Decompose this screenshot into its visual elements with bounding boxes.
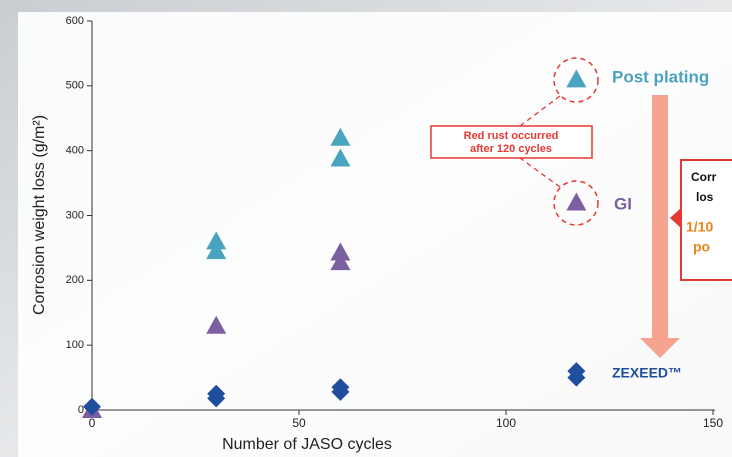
- x-axis-label: Number of JASO cycles: [222, 436, 392, 453]
- x-tick-label: 50: [292, 416, 306, 430]
- series-label: GI: [614, 194, 632, 213]
- side-text: 1/10: [686, 219, 713, 235]
- series-label: ZEXEED™: [612, 365, 682, 381]
- x-tick-label: 0: [89, 416, 96, 430]
- y-axis-label: Corrosion weight loss (g/m²): [31, 115, 48, 315]
- y-tick-label: 600: [66, 15, 84, 27]
- side-text: los: [696, 190, 714, 204]
- y-tick-label: 500: [66, 80, 84, 92]
- x-tick-label: 100: [496, 416, 516, 430]
- side-text: po: [693, 239, 710, 255]
- series-label: Post plating: [612, 67, 709, 86]
- y-tick-label: 100: [66, 339, 84, 351]
- chart: Red rust occurred after 120 cycles Corr …: [0, 0, 732, 457]
- side-text: Corr: [691, 170, 717, 184]
- y-tick-label: 300: [66, 209, 84, 221]
- annotation-text: after 120 cycles: [470, 143, 552, 155]
- y-tick-label: 0: [78, 404, 84, 416]
- y-tick-label: 400: [66, 145, 84, 157]
- annotation-text: Red rust occurred: [464, 130, 559, 142]
- x-tick-label: 150: [703, 416, 723, 430]
- y-tick-label: 200: [66, 274, 84, 286]
